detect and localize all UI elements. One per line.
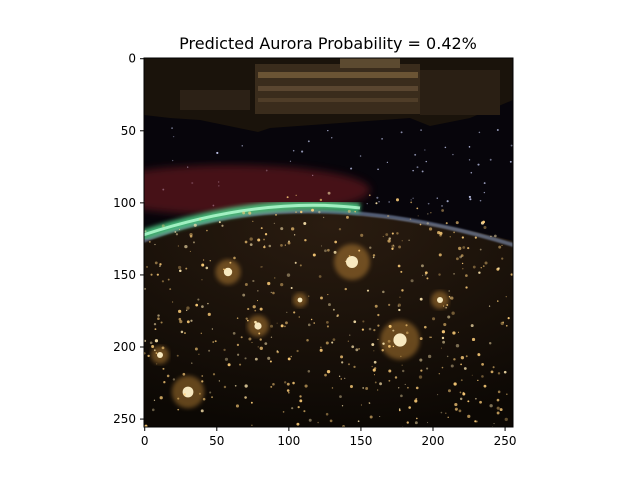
city-lights [144,191,513,427]
y-tick-label: 150 [113,268,136,282]
y-tick-label: 0 [128,52,136,66]
x-tick-label: 0 [141,434,149,448]
y-tick-label: 250 [113,412,136,426]
photo-image [144,58,513,427]
station-structure [144,58,513,132]
chart-title: Predicted Aurora Probability = 0.42% [179,34,477,53]
y-tick-label: 200 [113,340,136,354]
x-axis: 0 50 100 150 200 250 [141,427,517,448]
y-axis: 0 50 100 150 200 250 [113,52,144,426]
x-tick-label: 100 [277,434,300,448]
y-tick-label: 50 [121,124,136,138]
x-tick-label: 250 [494,434,517,448]
x-tick-label: 50 [209,434,224,448]
y-tick-label: 100 [113,196,136,210]
axes-frame [143,57,514,428]
x-tick-label: 200 [422,434,445,448]
x-tick-label: 150 [349,434,372,448]
